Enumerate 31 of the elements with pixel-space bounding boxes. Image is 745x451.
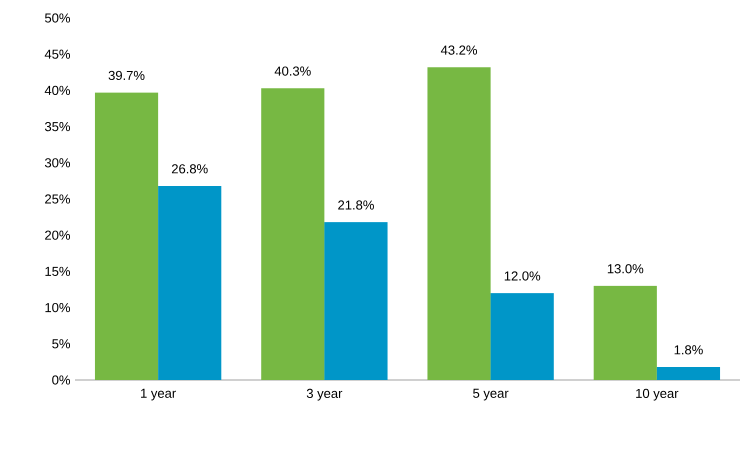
y-tick-label: 20% [45, 230, 70, 240]
data-label: 1.8% [674, 345, 703, 354]
y-tick-label: 15% [45, 266, 70, 276]
y-tick-label: 35% [44, 122, 70, 132]
y-tick-label: 25% [45, 194, 70, 204]
data-label: 12.0% [504, 271, 540, 281]
y-tick-label: 10% [45, 302, 70, 312]
data-label: 39.7% [108, 70, 145, 80]
data-label: 26.8% [172, 164, 208, 174]
data-label: 13.0% [608, 264, 644, 274]
y-tick-label: 50% [44, 13, 70, 23]
bar [594, 286, 657, 380]
y-tick-label: 5% [52, 339, 70, 348]
y-tick-label: 30% [44, 158, 70, 168]
y-tick-label: 40% [44, 86, 70, 95]
data-label: 40.3% [274, 66, 311, 76]
x-tick-label: 1 year [141, 388, 176, 400]
x-tick-label: 5 year [473, 388, 508, 400]
bar [490, 293, 554, 380]
data-label: 43.2% [440, 45, 478, 55]
x-tick-label: 10 year [636, 388, 678, 401]
y-tick-label: 0% [52, 375, 70, 385]
bar [158, 186, 222, 380]
y-tick-label: 45% [44, 50, 70, 59]
bar [324, 222, 388, 380]
x-tick-label: 3 year [306, 388, 342, 401]
bar [94, 92, 158, 380]
data-label: 21.8% [338, 200, 374, 210]
bar [656, 366, 720, 380]
bar [261, 88, 324, 380]
bar [427, 67, 491, 380]
